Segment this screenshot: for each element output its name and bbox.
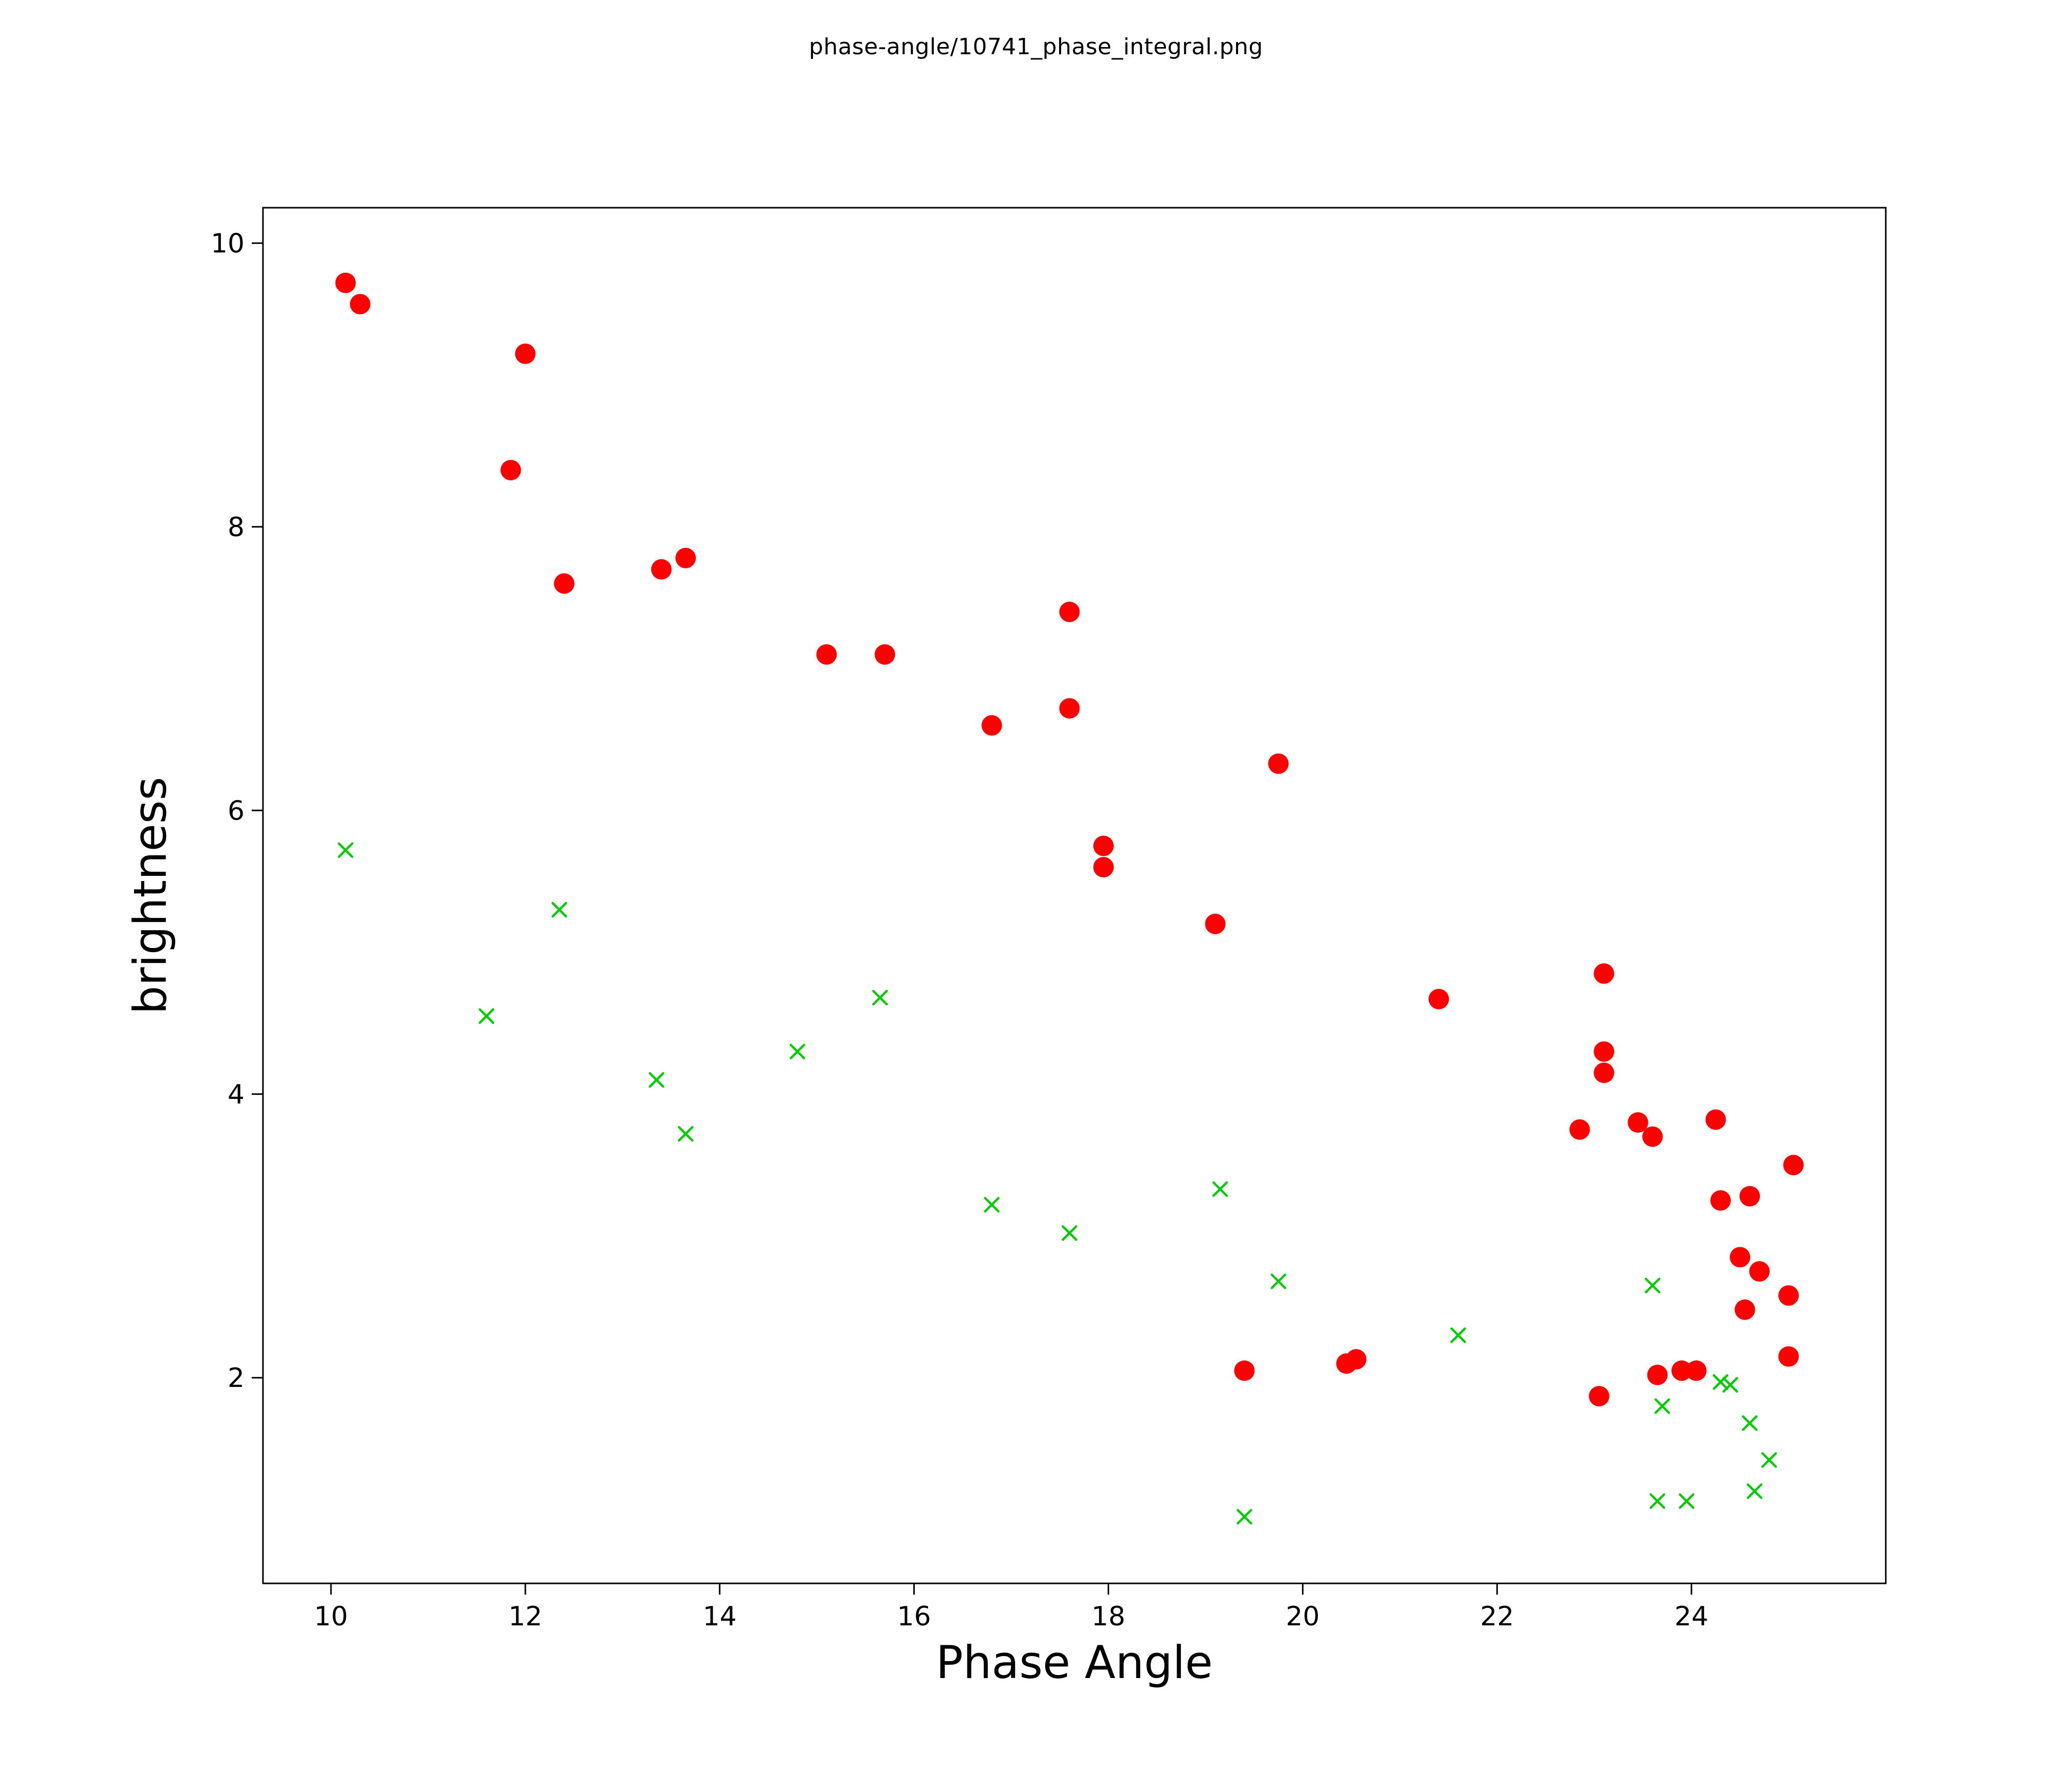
data-point-circle [554,573,575,594]
data-point-circle [1205,913,1226,934]
data-point-circle [1569,1119,1590,1140]
data-point-cross [1212,1181,1228,1197]
data-point-cross [677,1126,694,1142]
data-point-cross [1747,1483,1762,1499]
data-point-circle [675,547,696,568]
data-point-circle [1093,835,1114,856]
data-point-circle [1234,1360,1255,1381]
data-point-circle [1783,1155,1804,1176]
data-point-circle [1594,1041,1615,1062]
data-point-cross [1450,1327,1466,1343]
x-tick-label: 24 [1674,1601,1708,1632]
data-point-circle [1778,1285,1799,1306]
data-point-circle [1739,1186,1760,1207]
data-point-circle [515,343,536,364]
y-tick-label: 8 [228,512,245,543]
data-point-cross [1649,1493,1665,1509]
data-point-circle [651,559,672,580]
data-point-cross [789,1044,805,1060]
data-point-circle [1093,857,1114,878]
data-point-circle [1594,1063,1615,1084]
data-point-circle [1268,753,1289,774]
data-point-circle [349,294,370,315]
data-point-circle [1749,1261,1770,1282]
data-point-circle [1647,1364,1668,1385]
data-point-circle [1686,1360,1707,1381]
data-point-cross [649,1072,665,1088]
x-tick-label: 22 [1480,1601,1514,1632]
data-point-circle [1730,1247,1751,1268]
data-point-cross [1644,1277,1661,1294]
data-point-cross [984,1197,1000,1213]
data-point-cross [1237,1509,1252,1525]
data-point-circle [1734,1299,1755,1320]
x-tick-label: 14 [703,1601,737,1632]
plot-frame [262,207,1887,1584]
data-point-circle [1428,988,1449,1009]
data-point-cross [478,1008,495,1024]
x-tick-label: 10 [314,1601,348,1632]
data-point-cross [1654,1398,1670,1414]
y-tick-label: 10 [211,229,245,259]
y-axis-label: brightness [124,777,177,1014]
data-point-cross [552,901,567,918]
data-point-circle [335,272,356,293]
data-point-circle [1346,1349,1366,1370]
x-tick-label: 16 [897,1601,931,1632]
data-point-cross [1712,1374,1729,1390]
y-tick-label: 6 [228,796,245,826]
data-point-cross [1761,1452,1777,1468]
data-point-cross [1742,1415,1758,1431]
figure-title: phase-angle/10741_phase_integral.png [809,34,1263,60]
data-point-circle [1642,1126,1663,1147]
data-point-circle [816,644,837,665]
data-point-cross [338,842,354,858]
data-point-circle [1778,1346,1799,1367]
data-point-cross [1679,1493,1694,1509]
data-point-circle [1671,1360,1692,1381]
data-point-circle [500,459,521,480]
x-axis-label: Phase Angle [936,1636,1213,1689]
x-tick-label: 18 [1091,1601,1125,1632]
data-point-cross [1270,1273,1287,1289]
data-point-cross [1722,1377,1738,1393]
x-tick-label: 12 [509,1601,542,1632]
data-point-circle [1594,963,1615,984]
data-point-circle [1059,698,1080,719]
y-tick-label: 2 [228,1363,245,1394]
data-point-circle [1710,1190,1731,1211]
y-tick-label: 4 [228,1079,245,1110]
data-point-cross [1062,1225,1077,1241]
x-tick-label: 20 [1286,1601,1319,1632]
data-point-circle [1059,602,1080,623]
data-point-circle [1589,1386,1610,1407]
data-point-circle [1705,1109,1726,1130]
data-point-circle [1627,1112,1648,1133]
data-point-cross [872,989,888,1006]
data-point-circle [981,715,1002,736]
data-point-circle [874,644,895,665]
